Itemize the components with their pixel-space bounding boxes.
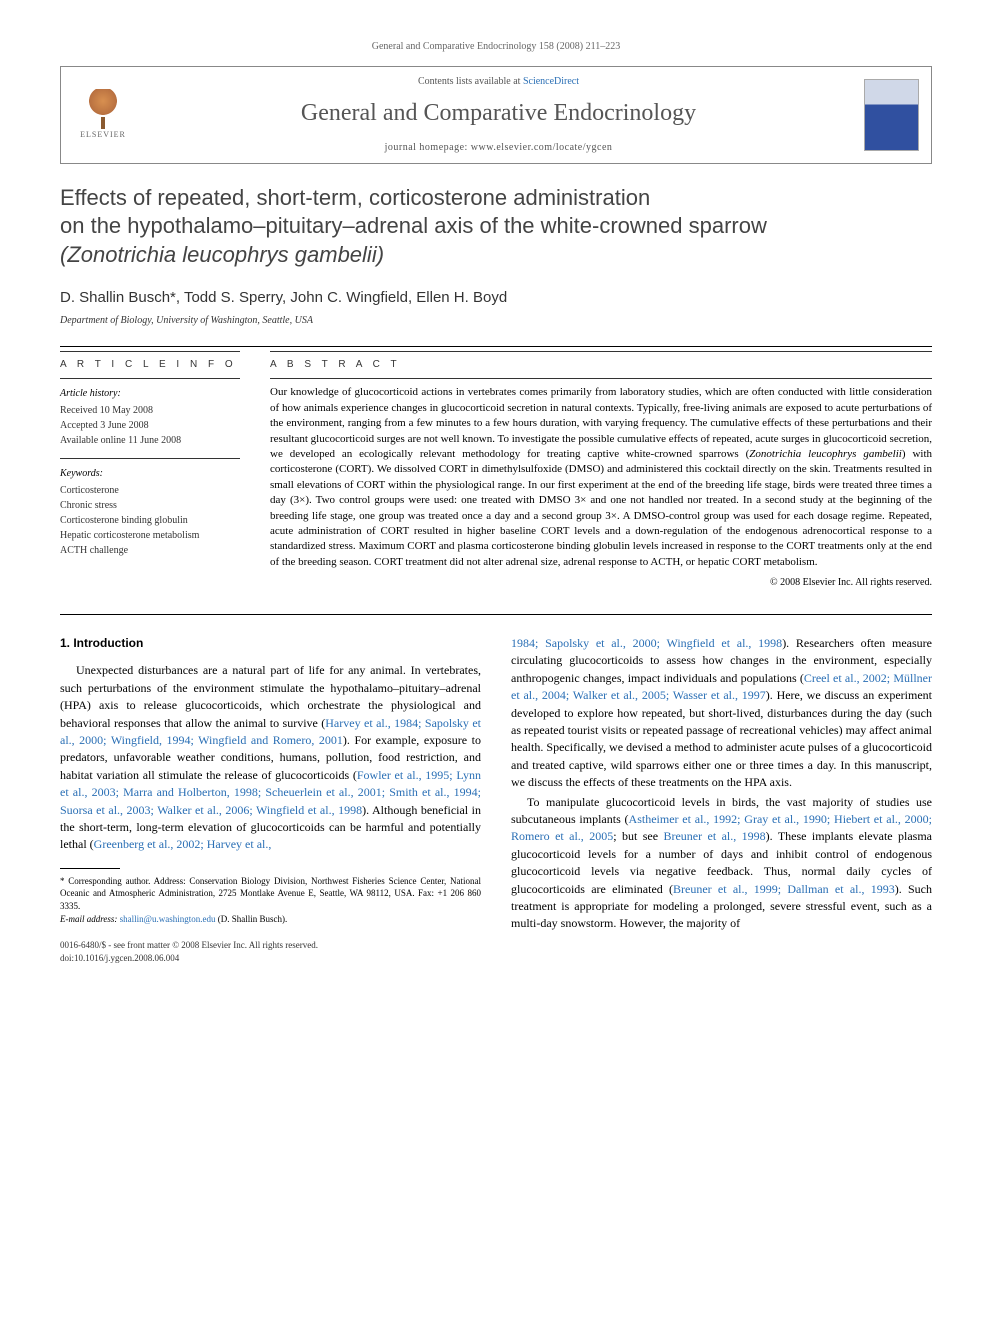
reference-link[interactable]: Greenberg et al., 2002; Harvey et al.,	[94, 837, 272, 851]
contents-available-text: Contents lists available at	[418, 76, 520, 87]
title-species: (Zonotrichia leucophrys gambelii)	[60, 242, 384, 267]
footer-issn: 0016-6480/$ - see front matter © 2008 El…	[60, 939, 481, 952]
page-container: General and Comparative Endocrinology 15…	[0, 0, 992, 1004]
section-1-heading: 1. Introduction	[60, 635, 481, 652]
abstract-heading: A B S T R A C T	[270, 358, 932, 372]
email-label: E-mail address:	[60, 914, 117, 924]
received-date: Received 10 May 2008	[60, 403, 240, 418]
divider	[60, 378, 240, 379]
abstract-column: A B S T R A C T Our knowledge of glucoco…	[270, 351, 932, 590]
corresponding-author-footnote: * Corresponding author. Address: Conserv…	[60, 875, 481, 913]
journal-cover-thumbnail	[864, 79, 919, 151]
available-date: Available online 11 June 2008	[60, 433, 240, 448]
contents-available-label: Contents lists available at ScienceDirec…	[133, 75, 864, 89]
elsevier-label: ELSEVIER	[80, 129, 126, 140]
footnote-separator	[60, 868, 120, 869]
article-info-heading: A R T I C L E I N F O	[60, 358, 240, 372]
footer-doi: doi:10.1016/j.ygcen.2008.06.004	[60, 952, 481, 965]
keyword: Corticosterone binding globulin	[60, 513, 240, 528]
title-line-1: Effects of repeated, short-term, cortico…	[60, 185, 650, 210]
journal-homepage: journal homepage: www.elsevier.com/locat…	[133, 141, 864, 155]
divider	[60, 458, 240, 459]
contents-center: Contents lists available at ScienceDirec…	[133, 75, 864, 155]
history-heading: Article history:	[60, 387, 240, 401]
intro-paragraph-2: To manipulate glucocorticoid levels in b…	[511, 794, 932, 933]
body-column-right: 1984; Sapolsky et al., 2000; Wingfield e…	[511, 635, 932, 964]
info-abstract-row: A R T I C L E I N F O Article history: R…	[60, 351, 932, 590]
abstract-text: Our knowledge of glucocorticoid actions …	[270, 385, 932, 570]
accepted-date: Accepted 3 June 2008	[60, 418, 240, 433]
title-line-2: on the hypothalamo–pituitary–adrenal axi…	[60, 213, 767, 238]
email-suffix: (D. Shallin Busch).	[218, 914, 288, 924]
body-column-left: 1. Introduction Unexpected disturbances …	[60, 635, 481, 964]
divider	[270, 351, 932, 352]
intro-paragraph-1-cont: 1984; Sapolsky et al., 2000; Wingfield e…	[511, 635, 932, 792]
article-info-column: A R T I C L E I N F O Article history: R…	[60, 351, 240, 590]
copyright: © 2008 Elsevier Inc. All rights reserved…	[270, 576, 932, 590]
divider	[60, 614, 932, 615]
keyword: Hepatic corticosterone metabolism	[60, 528, 240, 543]
page-footer: 0016-6480/$ - see front matter © 2008 El…	[60, 939, 481, 964]
authors: D. Shallin Busch*, Todd S. Sperry, John …	[60, 287, 932, 308]
article-title: Effects of repeated, short-term, cortico…	[60, 184, 932, 270]
journal-name: General and Comparative Endocrinology	[133, 97, 864, 131]
keywords-heading: Keywords:	[60, 467, 240, 481]
journal-reference: General and Comparative Endocrinology 15…	[60, 40, 932, 54]
divider	[270, 378, 932, 379]
reference-link[interactable]: Breuner et al., 1999; Dallman et al., 19…	[673, 882, 895, 896]
divider	[60, 351, 240, 352]
abstract-part2: ) with corticosterone (CORT). We dissolv…	[270, 448, 932, 568]
keyword: Corticosterone	[60, 483, 240, 498]
body-columns: 1. Introduction Unexpected disturbances …	[60, 635, 932, 964]
reference-link[interactable]: 1984; Sapolsky et al., 2000; Wingfield e…	[511, 636, 782, 650]
abstract-species: Zonotrichia leucophrys gambelii	[749, 448, 902, 460]
email-link[interactable]: shallin@u.washington.edu	[120, 914, 216, 924]
sciencedirect-link[interactable]: ScienceDirect	[523, 76, 579, 87]
keyword: ACTH challenge	[60, 543, 240, 558]
keyword: Chronic stress	[60, 498, 240, 513]
affiliation: Department of Biology, University of Was…	[60, 314, 932, 328]
reference-link[interactable]: Breuner et al., 1998	[663, 829, 765, 843]
elsevier-tree-icon	[83, 89, 123, 129]
contents-box: ELSEVIER Contents lists available at Sci…	[60, 66, 932, 164]
intro-text: ). Here, we discuss an experiment develo…	[511, 688, 932, 789]
elsevier-logo: ELSEVIER	[73, 85, 133, 145]
intro-paragraph-1: Unexpected disturbances are a natural pa…	[60, 662, 481, 853]
email-footnote: E-mail address: shallin@u.washington.edu…	[60, 913, 481, 926]
divider	[60, 346, 932, 347]
intro-text: ; but see	[613, 829, 663, 843]
